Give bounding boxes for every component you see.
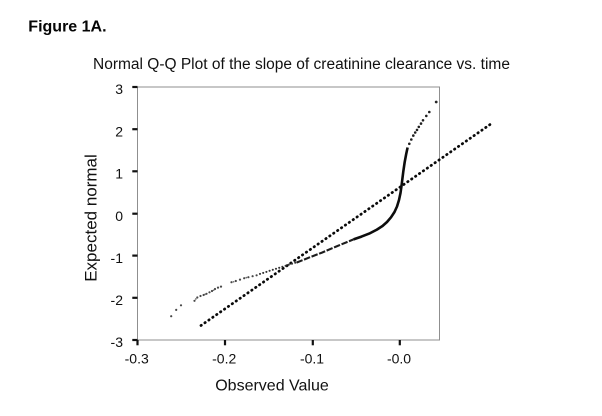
svg-text:-1: -1: [111, 250, 124, 266]
svg-text:-0.2: -0.2: [212, 351, 236, 367]
svg-text:-3: -3: [111, 334, 124, 350]
svg-text:Figure 1A.: Figure 1A.: [28, 18, 106, 35]
svg-text:2: 2: [115, 123, 123, 139]
svg-text:Observed Value: Observed Value: [215, 377, 329, 394]
svg-text:0: 0: [115, 208, 123, 224]
svg-text:-0.3: -0.3: [125, 351, 149, 367]
svg-text:3: 3: [115, 81, 123, 97]
svg-text:-0.0: -0.0: [387, 351, 411, 367]
svg-text:-0.1: -0.1: [300, 351, 324, 367]
svg-text:Expected normal: Expected normal: [82, 154, 101, 282]
svg-text:1: 1: [115, 166, 123, 182]
svg-text:Normal Q-Q Plot of the slope o: Normal Q-Q Plot of the slope of creatini…: [93, 56, 510, 73]
svg-text:-2: -2: [111, 292, 124, 308]
